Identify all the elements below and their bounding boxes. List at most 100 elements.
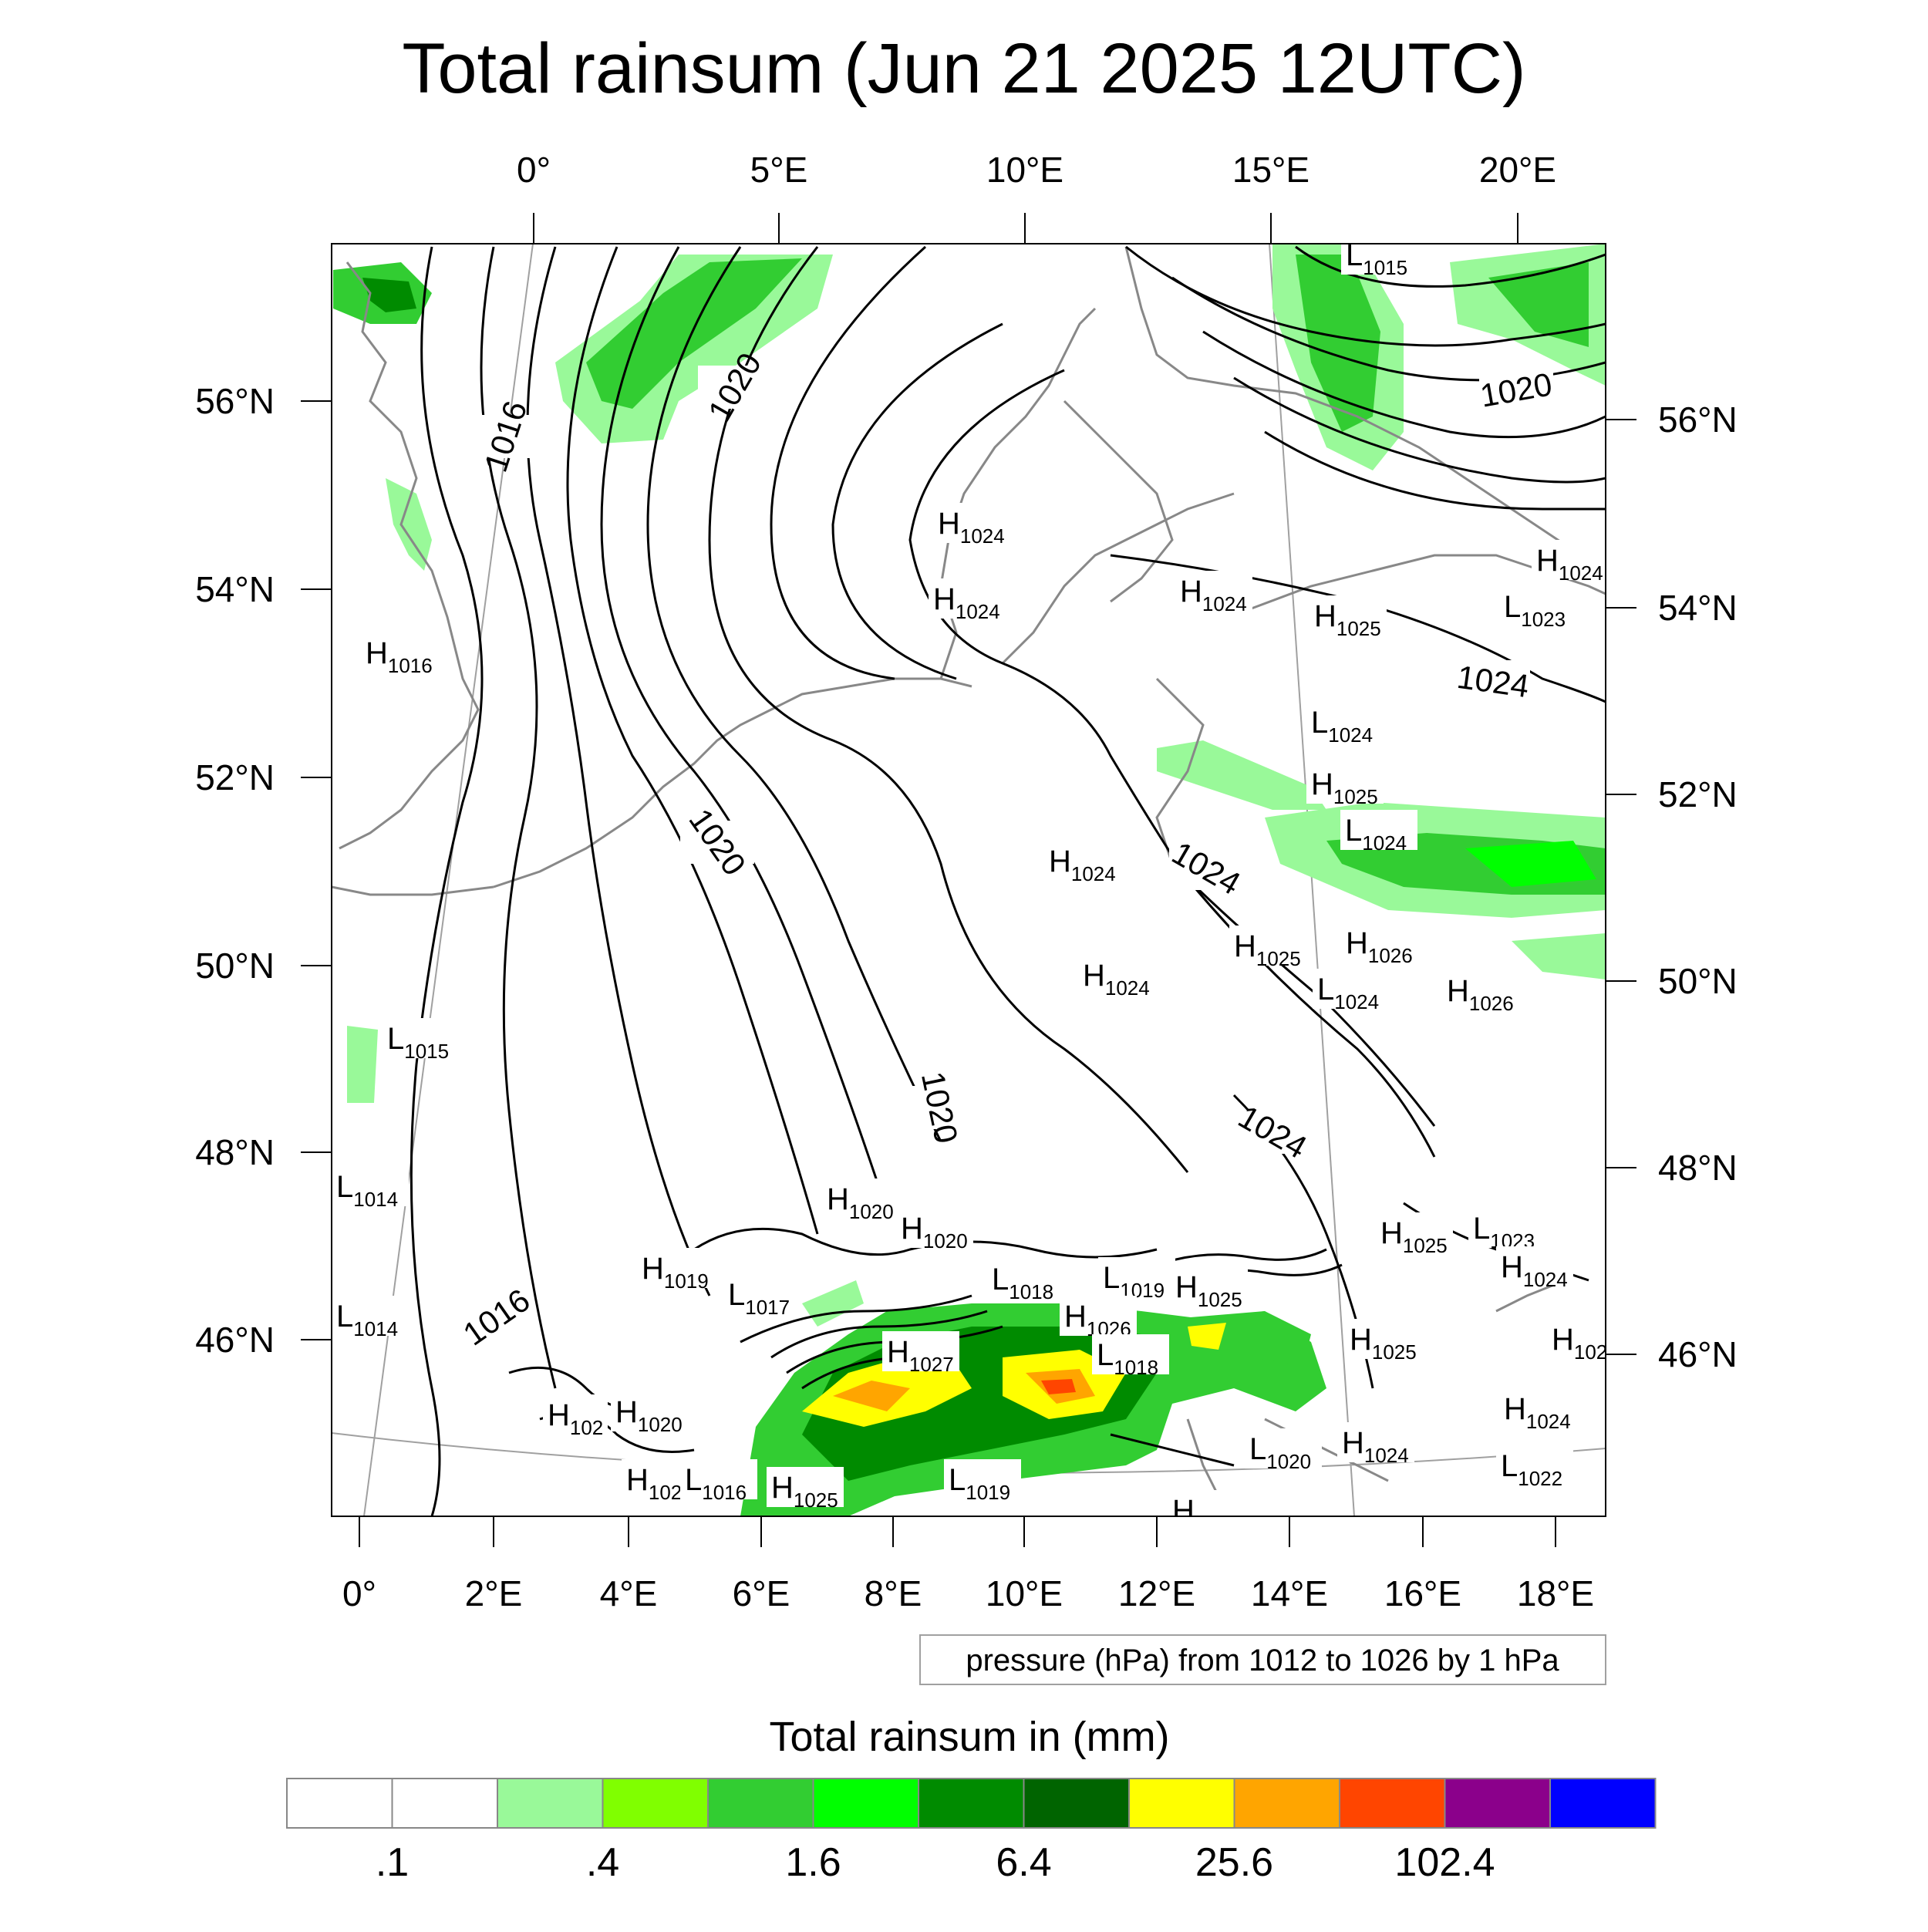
high-pressure-label: H1020 bbox=[896, 1208, 973, 1253]
low-pressure-label: L1019 bbox=[1098, 1257, 1175, 1302]
low-pressure-label: L1024 bbox=[1306, 702, 1384, 747]
pressure-label-background bbox=[1175, 571, 1252, 611]
pressure-label-background bbox=[1496, 1246, 1573, 1286]
high-pressure-label: H1024 bbox=[929, 578, 1006, 623]
map-border bbox=[331, 243, 1606, 1517]
colorbar-box bbox=[1128, 1778, 1235, 1829]
left-lat-label: 50°N bbox=[195, 946, 275, 986]
high-pressure-label: H1024 bbox=[1078, 955, 1155, 1000]
pressure-label-background bbox=[1468, 1208, 1545, 1248]
high-pressure-label: H1026 bbox=[1060, 1296, 1137, 1340]
pressure-label-background bbox=[1547, 1319, 1606, 1359]
pressure-label-background bbox=[723, 1274, 801, 1314]
right-lat-label: 52°N bbox=[1658, 774, 1738, 814]
contour-info-box: pressure (hPa) from 1012 to 1026 by 1 hP… bbox=[919, 1634, 1606, 1685]
high-pressure-label: H1016 bbox=[361, 632, 438, 677]
pressure-label-background bbox=[383, 1018, 460, 1058]
left-latitude-axis: 56°N 54°N 52°N 50°N 48°N 46°N bbox=[195, 381, 332, 1360]
right-lat-label: 50°N bbox=[1658, 961, 1738, 1001]
contour-info-text: pressure (hPa) from 1012 to 1026 by 1 hP… bbox=[966, 1644, 1559, 1677]
pressure-label-background bbox=[1306, 764, 1384, 804]
pressure-center-text: L1018 bbox=[1097, 1338, 1158, 1379]
pressure-label-background bbox=[1245, 1428, 1322, 1468]
pressure-label-background bbox=[1044, 841, 1121, 881]
pressure-label-background bbox=[637, 1248, 714, 1288]
high-pressure-label: H102 bbox=[622, 1459, 686, 1504]
pressure-label-background bbox=[1337, 1422, 1414, 1462]
high-pressure-label: H1025 bbox=[1345, 1319, 1422, 1364]
rain-area-baltic-core bbox=[1488, 262, 1589, 347]
isobar-label: 1020 bbox=[902, 1068, 976, 1146]
bottom-lon-label: 2°E bbox=[465, 1573, 523, 1613]
rain-area-channel bbox=[347, 1026, 378, 1103]
pressure-label-background bbox=[1376, 1212, 1453, 1253]
pressure-label-background bbox=[929, 578, 1006, 619]
pressure-label-background bbox=[1171, 1266, 1248, 1307]
colorbar-boxes bbox=[286, 1778, 1657, 1829]
colorbar-box bbox=[391, 1778, 498, 1829]
low-pressure-label: L1024 bbox=[1340, 810, 1417, 855]
colorbar-label: .4 bbox=[586, 1840, 619, 1885]
low-pressure-label: L1014 bbox=[332, 1296, 409, 1340]
low-pressure-label: L1020 bbox=[1245, 1428, 1322, 1473]
high-pressure-label: H1020 bbox=[822, 1178, 899, 1223]
low-pressure-label: L1015 bbox=[1341, 244, 1418, 279]
left-lat-label: 48°N bbox=[195, 1132, 275, 1172]
bottom-longitude-axis: 0° 2°E 4°E 6°E 8°E 10°E 12°E 14°E 16°E 1… bbox=[342, 1516, 1594, 1613]
high-pressure-label: H1025 bbox=[1306, 764, 1384, 808]
low-pressure-label: L1015 bbox=[383, 1018, 460, 1063]
rain-area-sweden-core bbox=[1296, 255, 1380, 432]
low-pressure-label: L1017 bbox=[723, 1274, 801, 1319]
pressure-label-background bbox=[1532, 540, 1606, 580]
high-pressure-label: H1024 bbox=[1532, 540, 1606, 585]
left-lat-label: 54°N bbox=[195, 569, 275, 609]
high-pressure-label: H1020 bbox=[611, 1391, 688, 1436]
low-pressure-label: L1022 bbox=[1496, 1445, 1573, 1490]
pressure-label-background bbox=[822, 1178, 899, 1219]
high-pressure-label: H1024 bbox=[1044, 841, 1121, 885]
pressure-label-background bbox=[1092, 1334, 1169, 1374]
high-pressure-label: H1025 bbox=[1376, 1212, 1453, 1257]
high-pressure-label: H1024 bbox=[1175, 571, 1252, 615]
bottom-lon-label: 8°E bbox=[865, 1573, 922, 1613]
colorbar-box bbox=[812, 1778, 919, 1829]
pressure-label-background bbox=[1499, 1388, 1576, 1428]
bottom-lon-label: 6°E bbox=[733, 1573, 790, 1613]
rain-area-alps-orange bbox=[833, 1381, 910, 1411]
pressure-label-background bbox=[622, 1459, 686, 1499]
pressure-label-background bbox=[987, 1259, 1064, 1299]
rain-area-scotland-core bbox=[362, 278, 416, 312]
bottom-lon-label: 10°E bbox=[986, 1573, 1063, 1613]
pressure-label-background bbox=[361, 632, 438, 673]
pressure-label-background bbox=[680, 1459, 757, 1499]
pressure-label-background bbox=[1306, 702, 1384, 742]
rain-area-poland-2-dark bbox=[1465, 841, 1596, 887]
low-pressure-label: L1018 bbox=[987, 1259, 1064, 1303]
isobar-label: 1024 bbox=[1455, 659, 1532, 705]
high-pressure-label: H1024 bbox=[1496, 1246, 1573, 1291]
high-pressure-label: H1024 bbox=[1499, 1388, 1576, 1433]
map-panel: 1016 1020 1020 1016 1020 bbox=[331, 243, 1606, 1517]
colorbar: Total rainsum in (mm) .1 .4 1.6 6.4 25.6 102.… bbox=[286, 1714, 1657, 1885]
top-lon-label: 15°E bbox=[1232, 150, 1309, 190]
right-lat-label: 48°N bbox=[1658, 1148, 1738, 1188]
high-pressure-label: H1027 bbox=[882, 1331, 959, 1376]
low-pressure-label: L1023 bbox=[1468, 1208, 1545, 1253]
low-pressure-label: L1024 bbox=[1313, 969, 1390, 1013]
high-pressure-label: H1019 bbox=[637, 1248, 714, 1293]
high-pressure-label: H102 bbox=[1547, 1319, 1606, 1364]
pressure-label-background bbox=[1341, 922, 1418, 963]
high-pressure-label: H102 bbox=[543, 1394, 608, 1439]
left-lat-label: 52°N bbox=[195, 757, 275, 797]
pressure-label-background bbox=[896, 1208, 973, 1248]
top-lon-label: 5°E bbox=[750, 150, 808, 190]
colorbar-box bbox=[1549, 1778, 1657, 1829]
low-pressure-label: L1023 bbox=[1499, 586, 1576, 631]
pressure-label-background bbox=[1340, 810, 1417, 850]
rain-area-julian-yellow bbox=[1188, 1323, 1226, 1350]
pressure-label-background bbox=[1168, 1490, 1245, 1516]
isobars bbox=[410, 245, 1606, 1516]
pressure-label-background bbox=[1313, 969, 1390, 1009]
high-pressure-label: H1025 bbox=[1171, 1266, 1248, 1311]
